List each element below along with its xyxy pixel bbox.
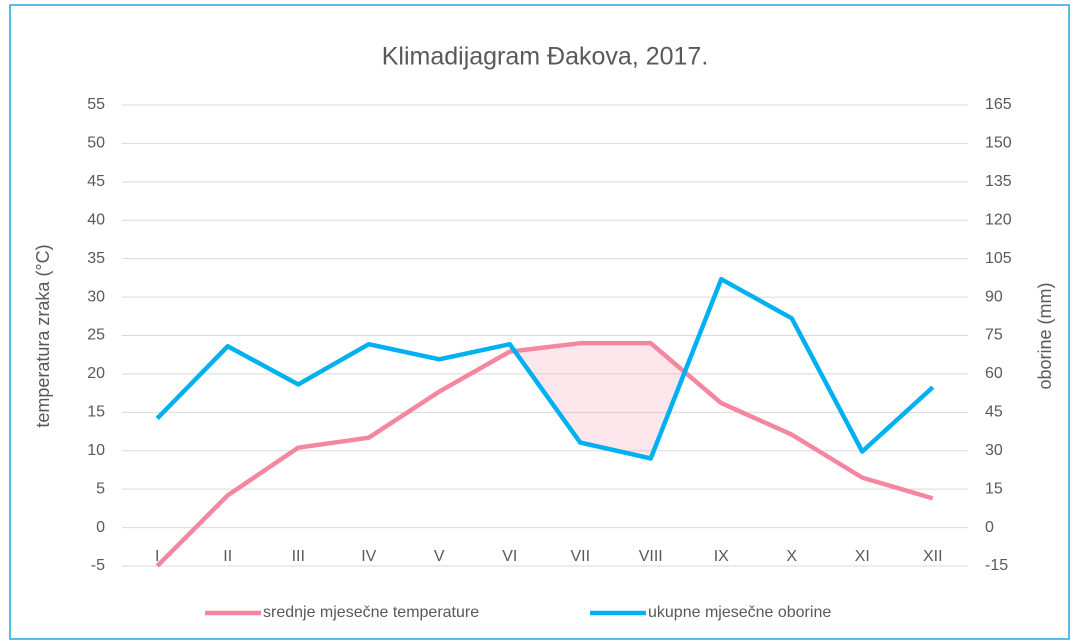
- y2-tick-label: -15: [985, 557, 1008, 574]
- y2-tick-label: 150: [985, 135, 1012, 152]
- dry-period-area: [514, 343, 685, 459]
- data-line: [155, 340, 934, 568]
- chart-border: [9, 4, 1070, 640]
- x-tick-label: XI: [855, 548, 870, 565]
- x-tick-label: VIII: [639, 548, 663, 565]
- y2-axis-title: oborine (mm): [1035, 282, 1055, 389]
- y2-tick-label: 165: [985, 96, 1012, 113]
- y-tick-label: 40: [87, 211, 105, 228]
- y2-tick-label: 135: [985, 173, 1012, 190]
- x-tick-label: VII: [570, 548, 590, 565]
- legend-label: srednje mjesečne temperature: [263, 604, 479, 621]
- y2-tick-label: 15: [985, 480, 1003, 497]
- chart-title: Klimadijagram Đakova, 2017.: [382, 43, 709, 71]
- y2-tick-label: 30: [985, 442, 1003, 459]
- x-tick-label: V: [434, 548, 445, 565]
- y-tick-label: 0: [96, 519, 105, 536]
- x-tick-label: IX: [714, 548, 729, 565]
- y-tick-label: 55: [87, 96, 105, 113]
- x-tick-label: II: [223, 548, 232, 565]
- y2-tick-label: 120: [985, 211, 1012, 228]
- x-tick-label: IV: [361, 548, 376, 565]
- y-tick-label: -5: [91, 557, 105, 574]
- y-tick-label: 45: [87, 173, 105, 190]
- y2-tick-label: 0: [985, 519, 994, 536]
- y2-tick-label: 75: [985, 327, 1003, 344]
- x-tick-label: VI: [502, 548, 517, 565]
- y-axis-title: temperatura zraka (°C): [33, 244, 53, 427]
- y2-tick-label: 105: [985, 250, 1012, 267]
- y-tick-label: 15: [87, 404, 105, 421]
- y-tick-label: 35: [87, 250, 105, 267]
- legend-label: ukupne mjesečne oborine: [648, 604, 831, 621]
- y-tick-label: 20: [87, 365, 105, 382]
- y-tick-label: 50: [87, 135, 105, 152]
- x-tick-label: III: [292, 548, 305, 565]
- x-tick-label: XII: [923, 548, 943, 565]
- y-tick-label: 25: [87, 327, 105, 344]
- y-tick-label: 10: [87, 442, 105, 459]
- y-tick-label: 30: [87, 288, 105, 305]
- x-tick-label: I: [155, 548, 159, 565]
- y2-tick-label: 45: [985, 404, 1003, 421]
- x-tick-label: X: [786, 548, 797, 565]
- y2-tick-label: 60: [985, 365, 1003, 382]
- y-tick-label: 5: [96, 480, 105, 497]
- y2-tick-label: 90: [985, 288, 1003, 305]
- data-line: [155, 276, 935, 461]
